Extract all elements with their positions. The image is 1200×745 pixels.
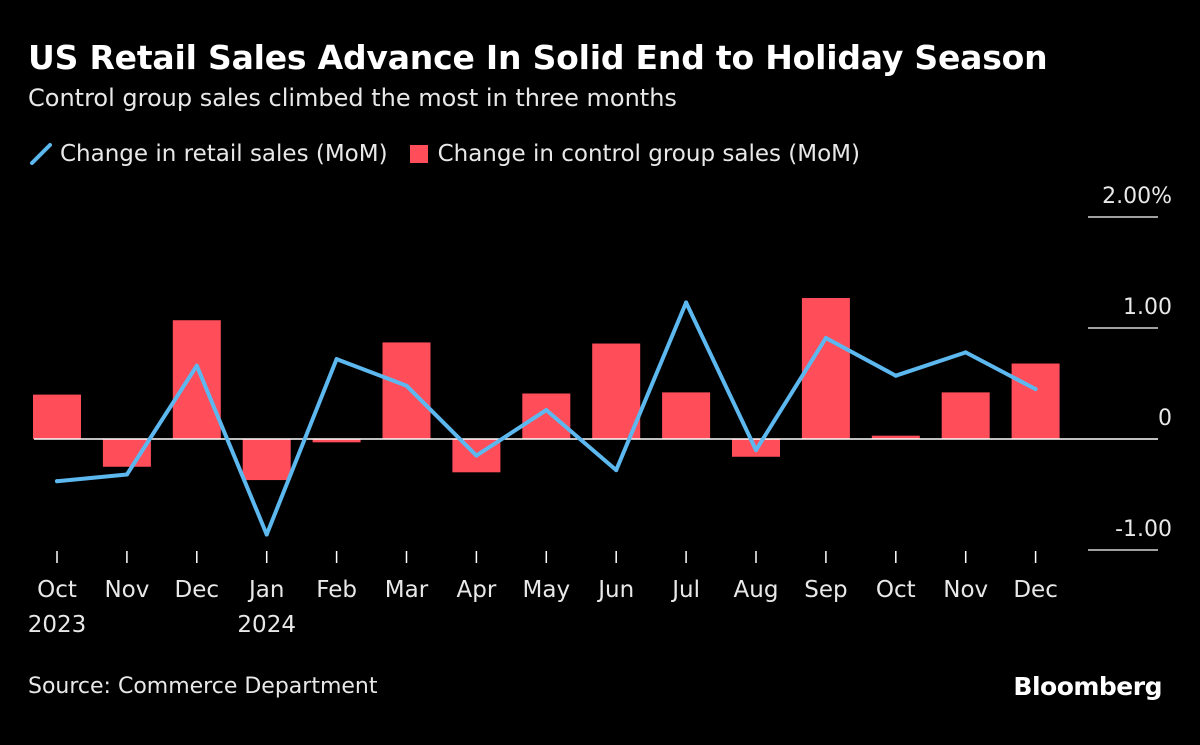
y-axis-tick-labels: 2.00% 1.00 0 -1.00: [1102, 184, 1172, 542]
bar-control-group: [662, 392, 711, 439]
x-tick-label: Nov: [943, 577, 988, 603]
x-tick-label: Oct: [37, 577, 77, 603]
bar-control-group: [102, 439, 151, 467]
x-year-label: 2023: [28, 612, 87, 638]
legend-item-retail-sales: Change in retail sales (MoM): [30, 141, 388, 167]
source-note: Source: Commerce Department: [28, 674, 378, 699]
control-group-bars: [33, 298, 1060, 481]
bar-control-group: [312, 439, 361, 443]
x-tick-label: Jun: [596, 577, 634, 603]
line-swatch-icon: [30, 143, 52, 165]
retail-sales-point: [614, 468, 619, 473]
bloomberg-logo: Bloomberg: [1013, 672, 1162, 701]
retail-sales-point: [264, 532, 269, 537]
bar-control-group: [382, 342, 431, 439]
retail-sales-point: [404, 383, 409, 388]
bar-control-group: [522, 393, 571, 439]
retail-sales-point: [1033, 387, 1038, 392]
retail-sales-point: [544, 408, 549, 413]
bar-control-group: [871, 435, 920, 439]
x-tick-label: Mar: [385, 577, 429, 603]
x-tick-label: Jan: [247, 577, 284, 603]
legend-item-control-group: Change in control group sales (MoM): [409, 141, 860, 167]
bar-control-group: [941, 392, 990, 439]
x-tick-label: Aug: [734, 577, 779, 603]
x-tick-label: Jul: [670, 577, 700, 603]
x-axis-ticks: Oct Nov Dec Jan Feb Mar Apr May Jun Jul Aug Sep Oct N…: [28, 551, 1058, 638]
bar-swatch-icon: [409, 145, 428, 163]
y-tick-label: -1.00: [1115, 517, 1172, 542]
retail-sales-point: [754, 448, 758, 453]
retail-sales-point: [334, 357, 339, 362]
x-tick-label: Oct: [876, 577, 916, 603]
y-tick-label: 2.00%: [1102, 184, 1172, 209]
retail-sales-point: [474, 453, 479, 458]
retail-sales-point: [893, 373, 898, 378]
legend: Change in retail sales (MoM) Change in c…: [30, 138, 882, 170]
legend-label-control-group: Change in control group sales (MoM): [437, 141, 860, 167]
bar-control-group: [801, 298, 850, 439]
x-tick-label: Feb: [316, 577, 357, 603]
bar-control-group: [172, 320, 221, 439]
retail-sales-point: [684, 300, 689, 305]
x-tick-label: May: [523, 577, 571, 603]
retail-sales-point: [194, 363, 199, 368]
x-tick-label: Dec: [175, 577, 220, 603]
y-tick-label: 1.00: [1123, 295, 1172, 320]
x-year-label: 2024: [237, 612, 296, 638]
gridlines: [1088, 216, 1158, 551]
bar-control-group: [1011, 363, 1060, 439]
retail-sales-point: [124, 472, 129, 477]
retail-sales-point: [963, 350, 968, 355]
retail-sales-point: [55, 479, 59, 484]
chart-subtitle: Control group sales climbed the most in …: [28, 84, 677, 112]
legend-label-retail-sales: Change in retail sales (MoM): [60, 141, 388, 167]
chart-title: US Retail Sales Advance In Solid End to …: [28, 38, 1048, 77]
retail-sales-point: [823, 335, 828, 340]
x-tick-label: Dec: [1013, 577, 1058, 603]
bar-control-group: [592, 343, 641, 439]
bar-control-group: [242, 439, 291, 481]
x-tick-label: Sep: [804, 577, 847, 603]
y-tick-label: 0: [1158, 406, 1172, 431]
bar-control-group: [33, 394, 81, 439]
x-tick-label: Apr: [457, 577, 497, 603]
retail-sales-series: [55, 300, 1038, 537]
x-tick-label: Nov: [104, 577, 149, 603]
